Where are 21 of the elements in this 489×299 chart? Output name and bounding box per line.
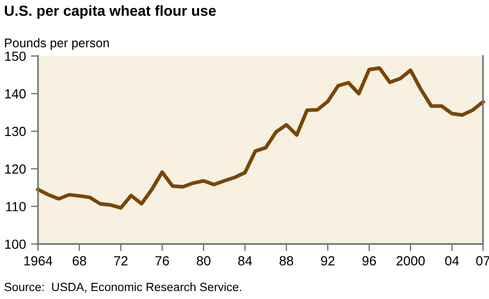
x-tick-label: 04 xyxy=(445,256,459,266)
chart-title: U.S. per capita wheat flour use xyxy=(4,5,216,19)
x-tick-label: 72 xyxy=(114,256,128,266)
y-tick-label: 130 xyxy=(5,126,26,136)
x-tick-label: 68 xyxy=(72,256,86,266)
x-tick-label: 92 xyxy=(321,256,334,266)
y-tick-label: 100 xyxy=(5,240,26,249)
line-series xyxy=(36,66,485,210)
y-tick-label: 110 xyxy=(6,202,26,212)
y-tick-label: 120 xyxy=(5,164,26,174)
x-tick-label: 84 xyxy=(238,256,252,266)
x-tick-label: 80 xyxy=(196,256,210,266)
y-axis-title: Pounds per person xyxy=(5,38,109,50)
y-tick-label: 150 xyxy=(5,52,26,61)
x-tick-label: 96 xyxy=(362,256,376,266)
source-note: Source: USDA, Economic Research Service. xyxy=(4,282,242,293)
x-tick-label: 88 xyxy=(280,256,294,266)
x-tick-label: 1964 xyxy=(24,256,52,266)
x-tick-label: 2000 xyxy=(396,256,425,266)
y-tick-label: 140 xyxy=(5,89,26,99)
x-tick-label: 76 xyxy=(156,256,169,266)
